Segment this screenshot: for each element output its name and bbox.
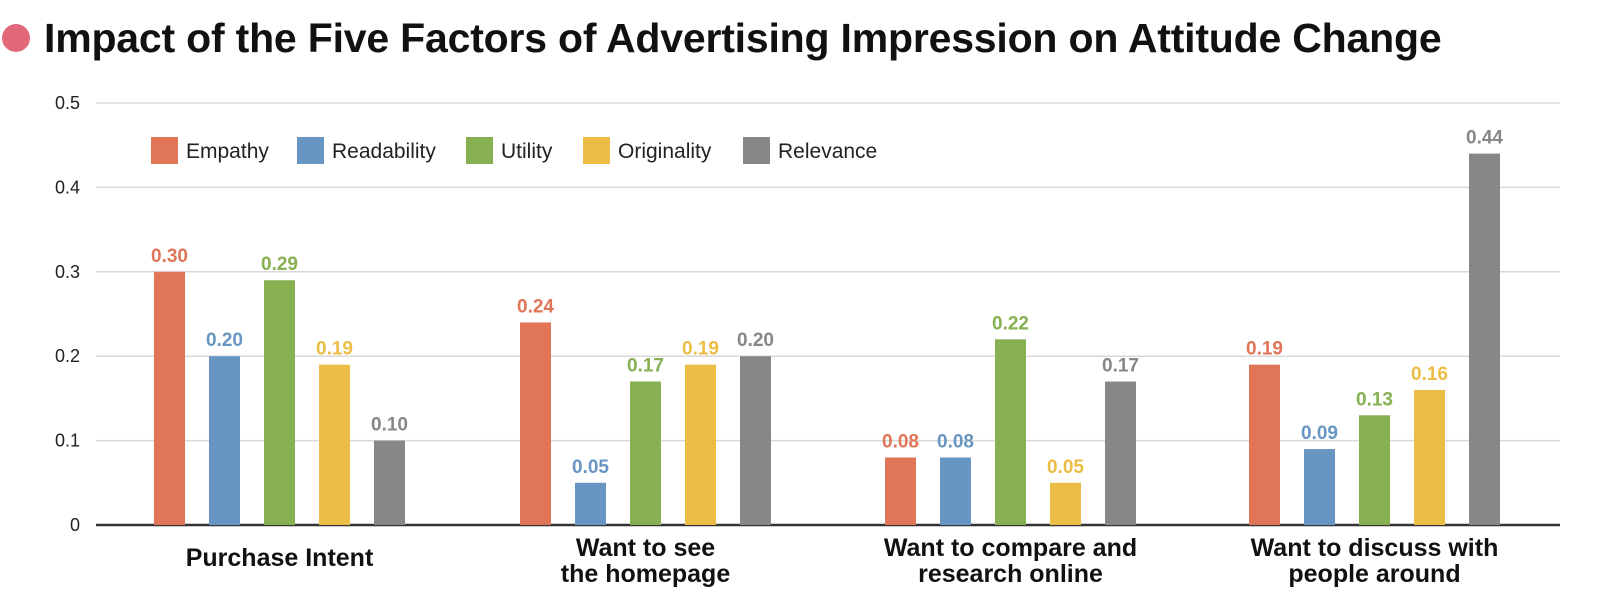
data-label: 0.13: [1356, 389, 1393, 410]
y-tick-label: 0.4: [55, 177, 80, 197]
data-label: 0.29: [261, 254, 298, 275]
bar: [885, 457, 916, 525]
data-label: 0.24: [517, 296, 554, 317]
bar: [1249, 364, 1280, 525]
data-label: 0.20: [737, 330, 774, 351]
legend-label: Readability: [332, 140, 436, 163]
legend-swatch: [583, 137, 610, 164]
data-label: 0.05: [1047, 457, 1084, 478]
legend-swatch: [297, 137, 324, 164]
bar: [940, 457, 971, 525]
data-label: 0.17: [627, 356, 664, 377]
category-label: the homepage: [561, 560, 731, 588]
bar: [1050, 482, 1081, 525]
bar: [630, 381, 661, 525]
legend-swatch: [466, 137, 493, 164]
data-label: 0.08: [937, 431, 974, 452]
y-tick-label: 0: [70, 515, 80, 535]
legend-swatch: [151, 137, 178, 164]
category-label: people around: [1288, 560, 1460, 588]
data-label: 0.22: [992, 313, 1029, 334]
bar: [685, 364, 716, 525]
y-tick-label: 0.5: [55, 93, 80, 113]
data-label: 0.19: [1246, 339, 1283, 360]
category-label: Purchase Intent: [186, 544, 374, 572]
data-label: 0.16: [1411, 364, 1448, 385]
bar: [1304, 449, 1335, 525]
bar: [154, 271, 185, 525]
category-label: Want to discuss with: [1251, 534, 1499, 562]
bar: [740, 356, 771, 525]
chart-title: Impact of the Five Factors of Advertisin…: [44, 14, 1442, 61]
bar: [319, 364, 350, 525]
bar: [209, 356, 240, 525]
y-tick-label: 0.2: [55, 346, 80, 366]
bar: [1469, 153, 1500, 525]
y-tick-label: 0.1: [55, 431, 80, 451]
category-label: Want to compare and: [884, 534, 1137, 562]
legend-swatch: [743, 137, 770, 164]
data-label: 0.17: [1102, 356, 1139, 377]
bar: [374, 440, 405, 525]
data-label: 0.44: [1466, 128, 1503, 149]
bar: [575, 482, 606, 525]
data-label: 0.05: [572, 457, 609, 478]
legend-label: Utility: [501, 140, 553, 163]
y-tick-label: 0.3: [55, 262, 80, 282]
data-label: 0.19: [682, 339, 719, 360]
category-label: research online: [918, 560, 1103, 588]
bar: [995, 339, 1026, 525]
title-bullet-icon: [2, 24, 30, 52]
data-label: 0.19: [316, 339, 353, 360]
data-label: 0.10: [371, 415, 408, 436]
bar: [520, 322, 551, 525]
bar: [1105, 381, 1136, 525]
category-label: Want to see: [576, 534, 715, 562]
legend-label: Empathy: [186, 140, 269, 163]
data-label: 0.08: [882, 431, 919, 452]
legend-label: Relevance: [778, 140, 877, 163]
title-row: Impact of the Five Factors of Advertisin…: [0, 10, 1442, 66]
bar: [264, 280, 295, 525]
bar: [1414, 389, 1445, 525]
data-label: 0.09: [1301, 423, 1338, 444]
data-label: 0.30: [151, 246, 188, 267]
data-label: 0.20: [206, 330, 243, 351]
legend-label: Originality: [618, 140, 712, 163]
bar: [1359, 415, 1390, 525]
